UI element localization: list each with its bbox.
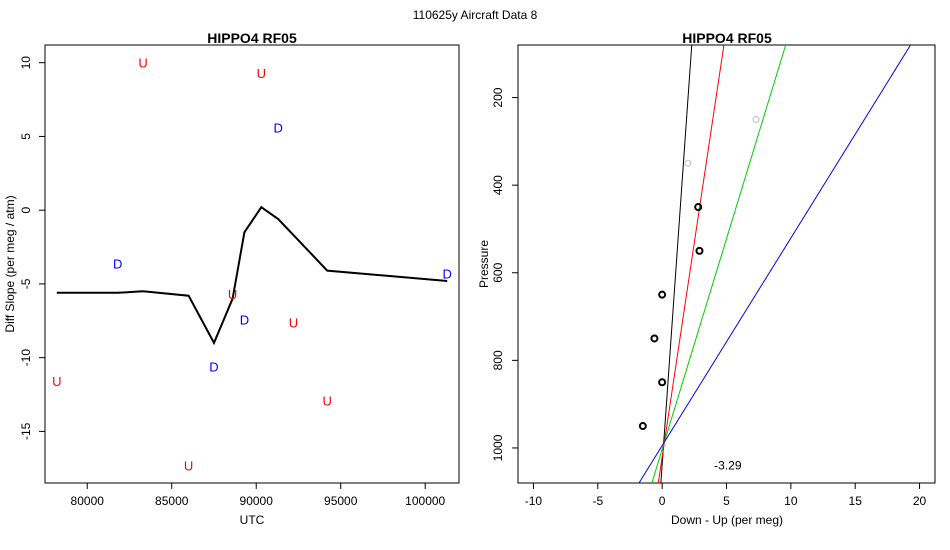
- marker-d: D: [442, 267, 451, 282]
- marker-u: U: [52, 374, 61, 389]
- marker-u: U: [138, 56, 147, 71]
- right-series: -3.29: [638, 45, 911, 483]
- y-tick-label: 10: [19, 56, 33, 70]
- y-tick-label: 1000: [491, 434, 505, 461]
- fit-line: [638, 45, 911, 483]
- y-tick-label: -10: [19, 349, 33, 367]
- data-point: [658, 378, 667, 387]
- y-tick-label: 200: [491, 87, 505, 107]
- right-chart-title: HIPPO4 RF05: [682, 30, 772, 46]
- marker-u: U: [228, 287, 237, 302]
- data-point: [638, 422, 647, 431]
- fit-line: [660, 45, 693, 483]
- left-plot-frame: [44, 44, 460, 484]
- right-panel: HIPPO4 RF05 -10 -5 0 5 10 15 20 200 400 600 800 10…: [477, 30, 936, 527]
- fit-lines: [638, 45, 911, 483]
- x-tick-label: 100000: [405, 494, 445, 508]
- y-tick-label: -15: [19, 422, 33, 440]
- marker-u: U: [184, 458, 193, 473]
- y-tick-label: 600: [491, 262, 505, 282]
- left-y-axis-label: Diff Slope (per meg / atm): [3, 195, 17, 332]
- y-tick-label: -5: [19, 278, 33, 289]
- x-tick-label: 85000: [155, 494, 189, 508]
- data-point: [694, 203, 703, 212]
- x-tick-label: 15: [849, 494, 863, 508]
- right-y-axis: 200 400 600 800 1000: [491, 87, 518, 461]
- x-tick-label: 20: [913, 494, 927, 508]
- x-tick-label: 10: [784, 494, 798, 508]
- y-tick-label: 800: [491, 350, 505, 370]
- x-tick-label: 5: [723, 494, 730, 508]
- marker-d: D: [240, 312, 249, 327]
- data-point: [752, 115, 760, 123]
- marker-d: D: [209, 359, 218, 374]
- x-tick-label: 0: [659, 494, 666, 508]
- left-chart-title: HIPPO4 RF05: [207, 30, 297, 46]
- marker-u: U: [257, 66, 266, 81]
- right-x-axis: -10 -5 0 5 10 15 20: [525, 483, 927, 508]
- data-point: [684, 159, 692, 167]
- data-point: [650, 334, 659, 343]
- diff-slope-line: [56, 205, 448, 346]
- left-y-axis: -15 -10 -5 0 5 10: [19, 56, 45, 440]
- page-title: 110625y Aircraft Data 8: [413, 8, 538, 22]
- data-point: [658, 290, 667, 299]
- y-tick-label: 5: [19, 133, 33, 140]
- right-plot-frame: [517, 44, 936, 484]
- right-y-axis-label: Pressure: [477, 240, 491, 288]
- x-tick-label: 80000: [71, 494, 105, 508]
- y-tick-label: 400: [491, 175, 505, 195]
- y-tick-label: 0: [19, 207, 33, 214]
- fit-line: [651, 45, 787, 483]
- slope-annotation: -3.29: [714, 458, 742, 472]
- left-panel: HIPPO4 RF05 80000 85000 90000 95000 100000 -…: [3, 30, 460, 527]
- fit-line: [657, 45, 725, 483]
- marker-d: D: [113, 256, 122, 271]
- marker-u: U: [323, 393, 332, 408]
- marker-u: U: [289, 315, 298, 330]
- left-x-axis-label: UTC: [240, 513, 265, 527]
- x-tick-label: 95000: [324, 494, 358, 508]
- left-x-axis: 80000 85000 90000 95000 100000: [71, 483, 446, 508]
- data-point: [695, 246, 704, 255]
- x-tick-label: -5: [592, 494, 603, 508]
- right-x-axis-label: Down - Up (per meg): [671, 513, 783, 527]
- x-tick-label: 90000: [240, 494, 274, 508]
- marker-d: D: [273, 121, 282, 136]
- x-tick-label: -10: [525, 494, 543, 508]
